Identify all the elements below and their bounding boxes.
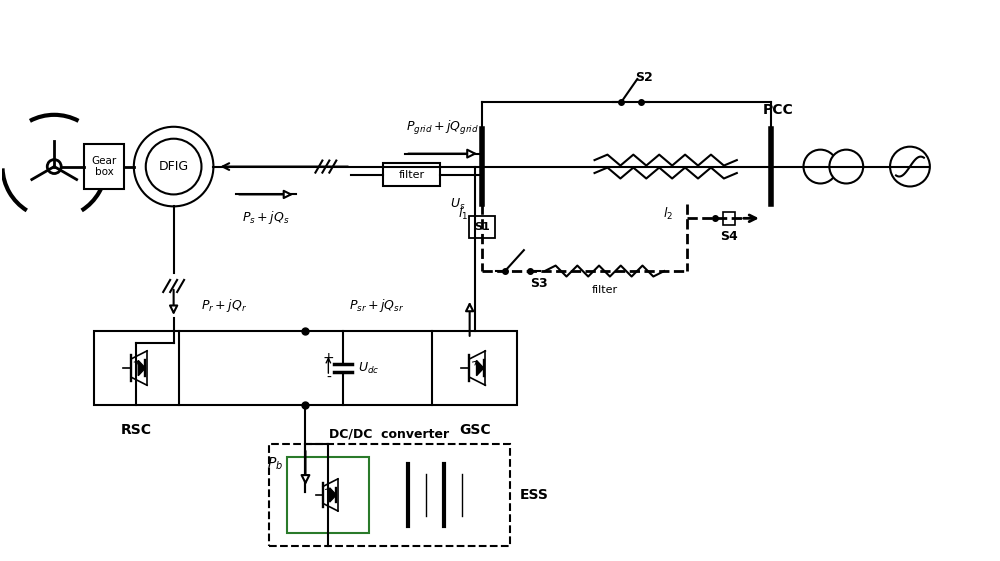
Text: $l_1$: $l_1$ (458, 206, 468, 222)
Circle shape (134, 127, 213, 206)
Text: +: + (323, 351, 334, 365)
Bar (383, 163, 440, 186)
Circle shape (890, 146, 930, 186)
Text: S3: S3 (530, 277, 547, 290)
Text: filter: filter (591, 285, 618, 295)
Text: ESS: ESS (520, 488, 549, 502)
Text: S2: S2 (635, 71, 653, 84)
Text: DFIG: DFIG (159, 160, 189, 173)
Polygon shape (477, 360, 484, 376)
Text: S4: S4 (720, 230, 738, 243)
Circle shape (829, 150, 863, 183)
Text: RSC: RSC (121, 424, 152, 437)
Text: S1: S1 (474, 222, 490, 232)
Bar (269, 444, 510, 546)
Text: $l_2$: $l_2$ (663, 206, 673, 222)
Text: Gear
box: Gear box (91, 156, 117, 177)
Bar (94, 331, 179, 406)
Text: $P_s + jQ_s$: $P_s + jQ_s$ (242, 209, 290, 226)
Polygon shape (330, 488, 336, 502)
Text: -: - (326, 371, 331, 385)
Bar (432, 331, 517, 406)
Bar (287, 457, 369, 533)
Text: $P_{sr} + jQ_{sr}$: $P_{sr} + jQ_{sr}$ (349, 297, 404, 314)
Bar (723, 213, 735, 226)
Text: DC/DC  converter: DC/DC converter (329, 427, 450, 440)
Text: $P_r + jQ_r$: $P_r + jQ_r$ (201, 297, 248, 314)
Circle shape (47, 159, 61, 173)
Bar (469, 217, 495, 238)
Polygon shape (138, 360, 145, 376)
Circle shape (146, 139, 201, 195)
Text: $U_{dc}$: $U_{dc}$ (358, 361, 380, 376)
Text: filter: filter (398, 169, 425, 180)
Bar (84, 144, 124, 190)
Text: $P_{grid} + jQ_{grid}$: $P_{grid} + jQ_{grid}$ (406, 119, 479, 137)
Text: GSC: GSC (459, 424, 490, 437)
Circle shape (803, 150, 837, 183)
Text: PCC: PCC (763, 103, 794, 117)
Text: $U_s$: $U_s$ (450, 196, 466, 211)
Text: $P_b$: $P_b$ (267, 456, 284, 472)
